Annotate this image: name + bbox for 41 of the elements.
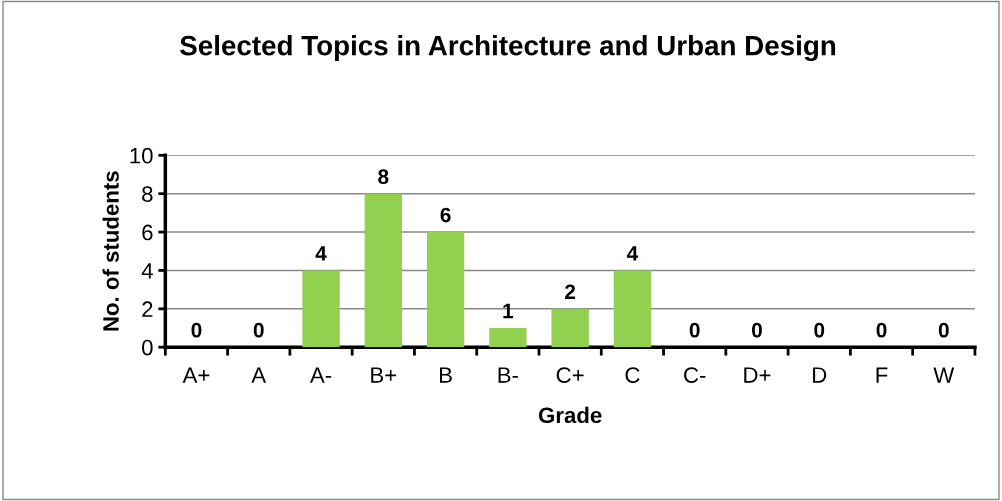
data-label: 4 bbox=[315, 246, 327, 261]
y-tick-label: 6 bbox=[142, 224, 153, 241]
x-tick-label: C- bbox=[684, 367, 706, 383]
y-tick-label: 8 bbox=[142, 186, 153, 202]
data-label: 0 bbox=[876, 322, 887, 338]
x-tick-label: A- bbox=[309, 367, 332, 383]
data-label: 2 bbox=[565, 284, 576, 299]
y-tick-label: 2 bbox=[142, 301, 153, 317]
x-tick-label: A+ bbox=[182, 367, 210, 383]
data-label: 6 bbox=[440, 207, 451, 223]
data-label: 0 bbox=[191, 322, 202, 338]
y-axis-title: No. of students bbox=[102, 171, 119, 331]
bar bbox=[613, 270, 652, 348]
x-tick-label: F bbox=[876, 367, 888, 383]
y-tick-label: 0 bbox=[142, 339, 153, 356]
bar bbox=[489, 328, 527, 348]
x-tick-label: D+ bbox=[744, 367, 771, 383]
data-label: 0 bbox=[938, 322, 949, 338]
data-label: 1 bbox=[503, 303, 514, 319]
data-label: 0 bbox=[752, 322, 762, 338]
bar bbox=[426, 232, 465, 348]
bar bbox=[551, 308, 589, 348]
data-label: 4 bbox=[626, 246, 639, 261]
bar bbox=[302, 270, 340, 348]
bar bbox=[364, 193, 402, 348]
x-tick-label: W bbox=[933, 367, 955, 383]
x-tick-label: D bbox=[813, 367, 827, 383]
data-label: 8 bbox=[378, 169, 389, 185]
x-tick-label: C bbox=[625, 367, 640, 383]
x-tick-label: B bbox=[439, 367, 452, 383]
x-tick-label: B- bbox=[498, 367, 518, 383]
data-label: 0 bbox=[253, 322, 264, 338]
x-tick-label: A bbox=[251, 367, 267, 383]
y-tick-label: 4 bbox=[141, 263, 153, 279]
chart-title: Selected Topics in Architecture and Urban Design bbox=[180, 35, 836, 62]
data-label: 0 bbox=[814, 322, 825, 338]
y-tick-label: 10 bbox=[130, 147, 153, 164]
data-label: 0 bbox=[689, 322, 700, 338]
x-tick-label: B+ bbox=[371, 367, 397, 383]
x-axis-title: Grade bbox=[538, 406, 602, 424]
x-tick-label: C+ bbox=[556, 367, 584, 383]
